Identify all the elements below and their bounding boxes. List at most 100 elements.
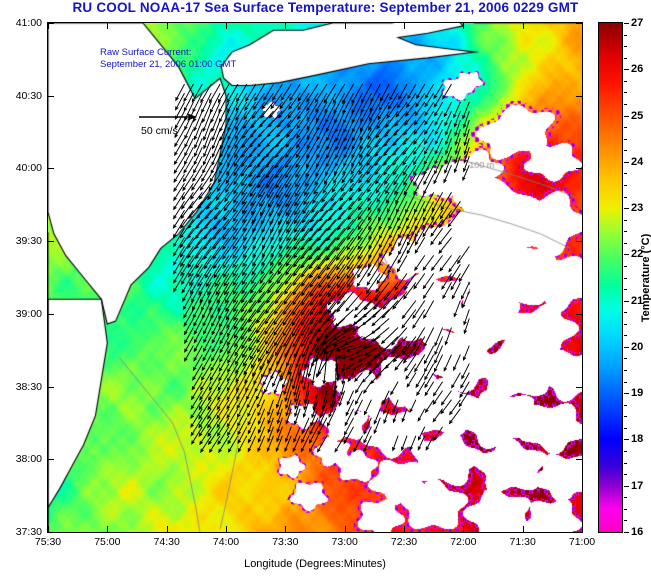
current-vector <box>454 102 461 117</box>
x-axis-tick <box>285 526 286 532</box>
current-vector <box>329 201 345 220</box>
x-axis-tick-top <box>226 23 227 29</box>
current-vector <box>345 418 354 435</box>
current-vector <box>328 210 345 230</box>
current-vector <box>174 147 184 164</box>
current-vector <box>327 219 345 240</box>
x-axis-tick-top <box>107 23 108 29</box>
x-axis-label: 71:30 <box>510 536 536 548</box>
colorbar-tick <box>624 208 629 209</box>
current-vector <box>391 382 398 395</box>
current-vector <box>374 409 380 424</box>
colorbar-minor-tick <box>624 220 627 221</box>
current-vector <box>258 427 264 442</box>
x-axis-title: Longitude (Degrees:Minutes) <box>244 558 386 570</box>
x-axis-tick <box>226 526 227 532</box>
current-vector <box>247 391 256 408</box>
colorbar-minor-tick <box>624 370 627 371</box>
colorbar-tick-label: 25 <box>631 110 643 122</box>
current-vector <box>379 219 389 238</box>
current-vector <box>277 264 291 283</box>
colorbar-minor-tick <box>624 509 627 510</box>
colorbar-minor-tick <box>624 173 627 174</box>
current-vector <box>267 436 273 451</box>
current-vector <box>193 165 203 181</box>
x-axis-label: 73:00 <box>332 536 358 548</box>
current-vector <box>389 237 398 255</box>
current-vector <box>398 246 407 263</box>
current-vector <box>434 427 443 441</box>
current-vector <box>205 255 220 277</box>
current-annotation-line1: Raw Surface Current: <box>100 47 236 59</box>
y-axis-label: 40:00 <box>0 162 42 174</box>
y-axis-tick-right <box>576 387 582 388</box>
current-vector <box>285 427 291 442</box>
y-axis-tick <box>48 168 54 169</box>
current-vector <box>355 292 371 311</box>
current-vector <box>415 237 425 253</box>
current-vector <box>194 337 202 352</box>
current-vector <box>414 138 425 154</box>
colorbar-minor-tick <box>624 312 627 313</box>
current-vector <box>255 84 265 100</box>
current-vector <box>410 400 416 412</box>
current-vector <box>247 382 256 400</box>
current-vector <box>369 364 380 374</box>
y-axis-tick-right <box>576 241 582 242</box>
current-vector <box>433 391 442 405</box>
colorbar-minor-tick <box>624 358 627 359</box>
current-vector <box>425 373 434 388</box>
y-axis-tick-right <box>576 314 582 315</box>
y-axis-tick <box>48 241 54 242</box>
x-axis-tick-top <box>523 23 524 29</box>
current-vector <box>442 391 452 405</box>
current-vector <box>425 364 434 380</box>
current-vector <box>423 273 433 288</box>
current-vector <box>414 174 425 194</box>
current-vector <box>449 201 460 217</box>
current-vector <box>212 337 220 352</box>
current-annotation: Raw Surface Current: September 21, 2006 … <box>100 47 236 70</box>
current-vector <box>302 418 309 434</box>
current-vector <box>277 400 283 416</box>
current-vector <box>242 147 256 166</box>
current-vector <box>459 391 469 407</box>
colorbar-minor-tick <box>624 139 627 140</box>
current-vector <box>267 174 282 197</box>
current-vector <box>458 246 470 263</box>
current-vector <box>384 138 398 155</box>
current-vector <box>450 409 461 424</box>
colorbar-tick <box>624 69 629 70</box>
current-vector <box>464 129 469 145</box>
current-vector <box>242 156 256 176</box>
current-vector <box>268 273 283 293</box>
colorbar-tick-label: 18 <box>631 433 643 445</box>
current-vector <box>380 228 390 247</box>
y-axis-label: 38:30 <box>0 381 42 393</box>
current-vector <box>248 409 256 425</box>
current-vector <box>302 427 310 443</box>
current-vector <box>327 246 345 269</box>
current-vector <box>435 355 443 372</box>
current-vector <box>414 273 425 288</box>
colorbar-tick <box>624 486 629 487</box>
current-vector <box>213 228 229 249</box>
current-vector <box>268 400 274 416</box>
current-vector <box>195 228 211 248</box>
current-vector <box>203 346 211 361</box>
current-vector <box>267 282 283 303</box>
colorbar-minor-tick <box>624 243 627 244</box>
current-vector <box>193 355 202 371</box>
x-axis-tick <box>167 526 168 532</box>
current-vector <box>364 427 371 443</box>
y-axis-tick-right <box>576 168 582 169</box>
current-vector <box>185 346 194 361</box>
current-vector <box>399 237 407 254</box>
y-axis-tick-right <box>576 96 582 97</box>
current-vector <box>258 400 265 416</box>
current-vector <box>266 147 283 167</box>
x-axis-label: 72:30 <box>391 536 417 548</box>
x-axis-tick <box>463 526 464 532</box>
current-vector <box>455 138 460 154</box>
map-plot-area[interactable]: Raw Surface Current: September 21, 2006 … <box>47 22 583 533</box>
